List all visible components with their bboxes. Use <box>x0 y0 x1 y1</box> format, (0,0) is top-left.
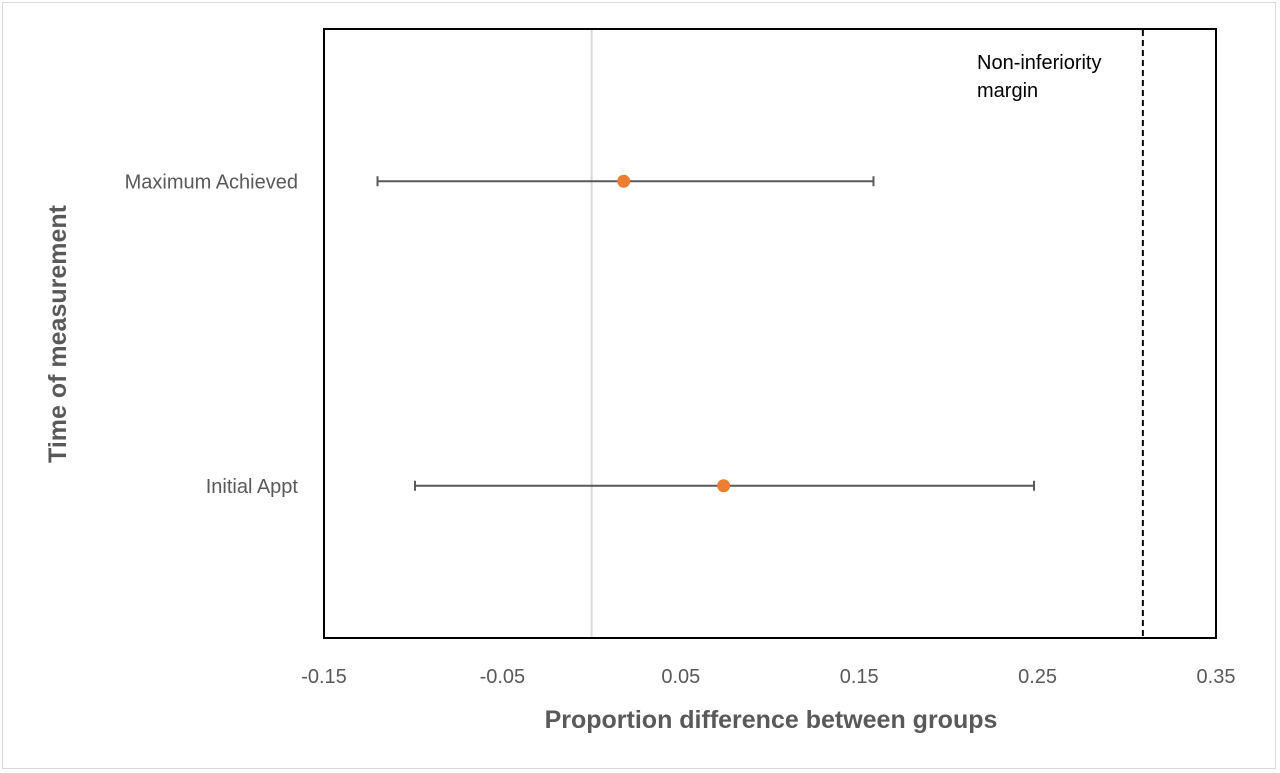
margin-annotation: Non-inferiority margin <box>977 52 1107 102</box>
chart-marks <box>376 30 1144 637</box>
data-point <box>717 479 731 493</box>
x-tick-label: -0.05 <box>480 666 526 688</box>
margin-annotation-line-1: Non-inferiority <box>977 52 1101 74</box>
x-tick-label: 0.25 <box>1018 666 1057 688</box>
plot-area <box>323 28 1217 639</box>
x-tick-label: 0.35 <box>1197 666 1236 688</box>
x-tick-label: 0.05 <box>661 666 700 688</box>
x-tick-label: -0.15 <box>301 666 347 688</box>
x-axis-title: Proportion difference between groups <box>545 706 998 734</box>
x-axis-ticks: -0.15 -0.05 0.05 0.15 0.25 0.35 <box>301 666 1235 688</box>
y-axis-title: Time of measurement <box>44 204 72 463</box>
y-category-label: Initial Appt <box>206 476 299 498</box>
x-tick-label: 0.15 <box>840 666 879 688</box>
y-axis-categories: Maximum Achieved Initial Appt <box>125 171 299 498</box>
data-point <box>617 174 631 188</box>
y-category-label: Maximum Achieved <box>125 171 298 193</box>
margin-annotation-line-2: margin <box>977 80 1038 102</box>
